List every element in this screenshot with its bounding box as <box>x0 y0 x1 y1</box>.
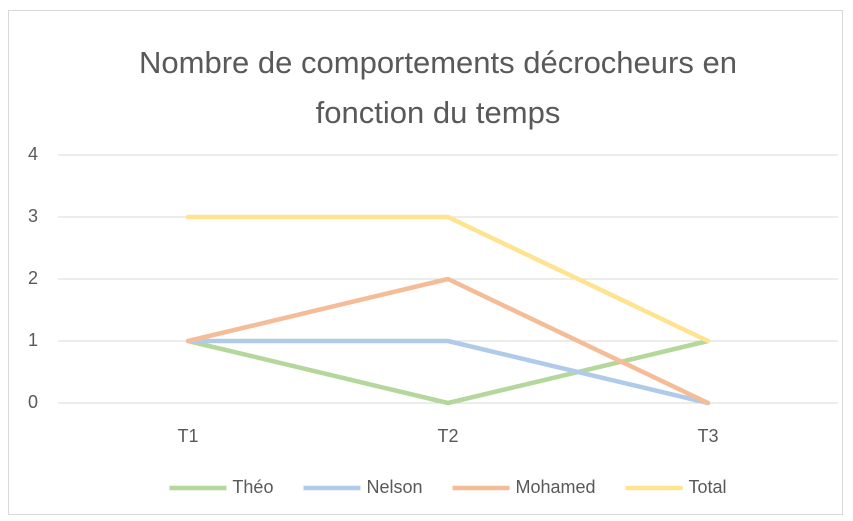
x-tick-label: T1 <box>177 426 198 446</box>
y-tick-label: 2 <box>28 268 38 288</box>
legend-label: Mohamed <box>515 477 595 497</box>
y-tick-label: 3 <box>28 206 38 226</box>
y-tick-label: 0 <box>28 392 38 412</box>
legend-label: Total <box>689 477 727 497</box>
y-tick-label: 4 <box>28 144 38 164</box>
series-line <box>185 276 711 406</box>
legend-label: Théo <box>232 477 273 497</box>
series-line <box>185 338 711 406</box>
x-tick-label: T3 <box>697 426 718 446</box>
chart-title: Nombre de comportements décrocheurs en f… <box>139 45 737 130</box>
chart-border <box>8 10 843 515</box>
y-tick-label: 1 <box>28 330 38 350</box>
series-line <box>185 214 711 344</box>
legend-label: Nelson <box>366 477 422 497</box>
x-tick-label: T2 <box>437 426 458 446</box>
